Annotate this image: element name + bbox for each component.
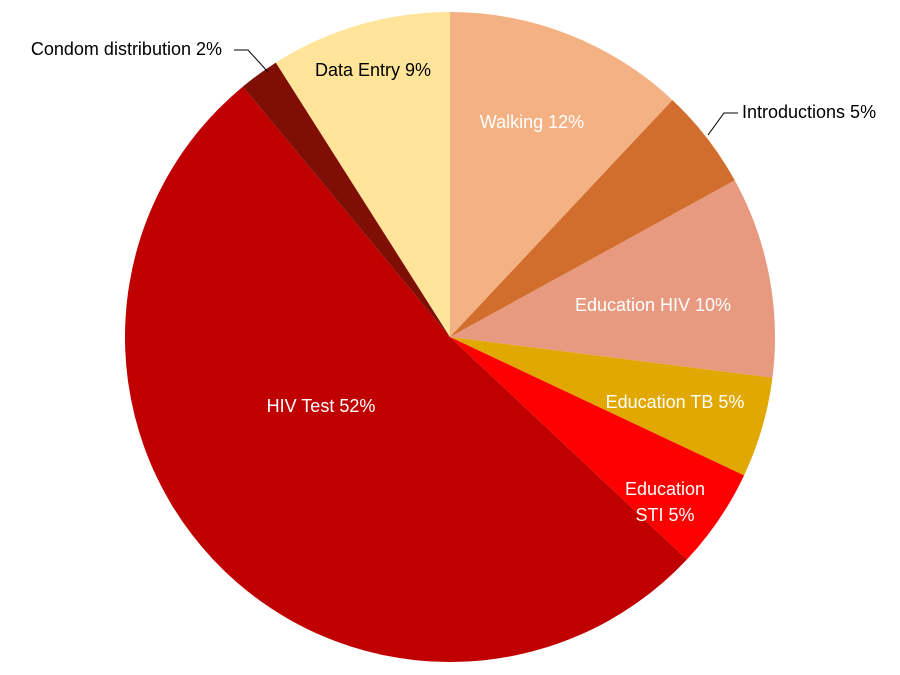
slice-label-walking: Walking 12% <box>480 112 584 132</box>
slice-label-condom-distribution: Condom distribution 2% <box>31 39 222 59</box>
slice-label-education-hiv: Education HIV 10% <box>575 295 731 315</box>
pie-slice-education-sti <box>450 337 745 560</box>
pie-slice-introductions <box>450 100 735 337</box>
slice-label-education-sti: Education STI 5% <box>625 479 705 525</box>
slice-label-introductions: Introductions 5% <box>742 102 876 122</box>
pie-slices <box>124 12 776 663</box>
pie-slice-walking <box>450 12 673 337</box>
slice-labels: Walking 12% Introductions 5% Education HIV… <box>31 39 876 525</box>
pie-slice-hiv-test <box>124 86 687 663</box>
leader-line-introductions <box>707 112 738 136</box>
pie-slice-education-tb <box>450 337 773 476</box>
slice-label-hiv-test: HIV Test 52% <box>267 396 376 416</box>
pie-slice-education-hiv <box>450 180 776 378</box>
pie-slice-data-entry <box>275 12 450 337</box>
leader-lines <box>234 49 738 136</box>
slice-label-education-tb: Education TB 5% <box>606 392 745 412</box>
slice-label-data-entry: Data Entry 9% <box>315 60 431 80</box>
leader-line-condom-distribution <box>234 49 269 73</box>
pie-slice-condom-distribution <box>242 62 450 338</box>
